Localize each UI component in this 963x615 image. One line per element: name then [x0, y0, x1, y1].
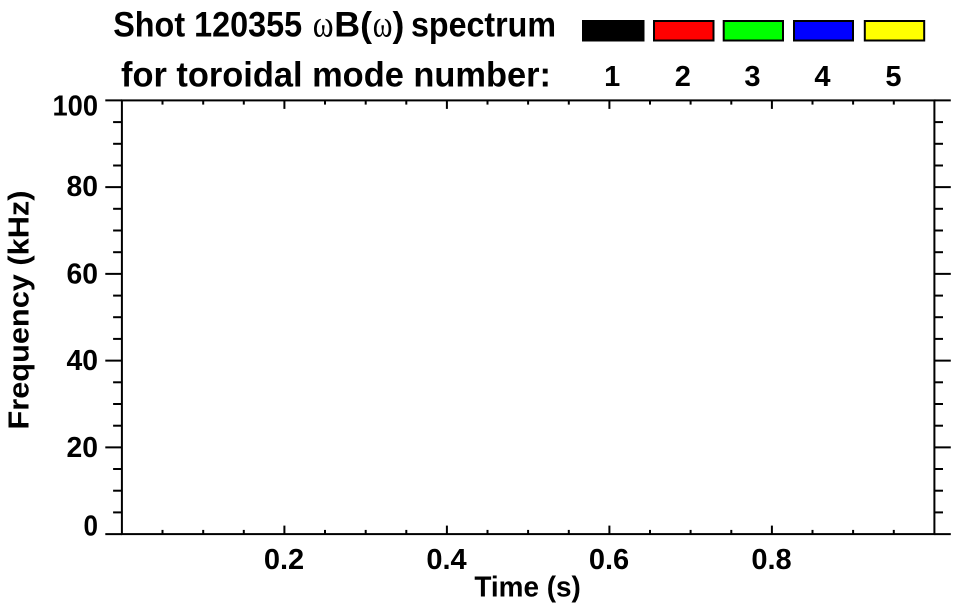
- svg-text:0.8: 0.8: [751, 544, 791, 576]
- svg-text:100: 100: [53, 91, 99, 123]
- svg-text:0.6: 0.6: [589, 544, 629, 576]
- svg-text:ω: ω: [373, 3, 393, 45]
- svg-text:80: 80: [67, 171, 99, 203]
- svg-text:0: 0: [84, 510, 99, 542]
- svg-text:1: 1: [604, 61, 620, 93]
- svg-text:4: 4: [814, 61, 830, 93]
- svg-text:Shot 120355: Shot 120355: [113, 4, 302, 44]
- svg-text:40: 40: [67, 345, 99, 377]
- svg-text:for toroidal mode number:: for toroidal mode number:: [121, 54, 551, 94]
- svg-text:60: 60: [67, 258, 99, 290]
- svg-text:0.2: 0.2: [264, 544, 304, 576]
- svg-text:ω: ω: [313, 3, 334, 45]
- svg-text:Time (s): Time (s): [474, 572, 581, 604]
- svg-text:2: 2: [675, 61, 691, 93]
- svg-text:): ): [393, 4, 405, 44]
- svg-text:5: 5: [885, 61, 901, 93]
- svg-text:0.4: 0.4: [426, 544, 466, 576]
- svg-text:3: 3: [744, 61, 760, 93]
- svg-text:Frequency (kHz): Frequency (kHz): [3, 191, 35, 430]
- svg-text:spectrum: spectrum: [411, 4, 556, 44]
- svg-text:20: 20: [67, 432, 99, 464]
- svg-text:B(: B(: [334, 4, 372, 44]
